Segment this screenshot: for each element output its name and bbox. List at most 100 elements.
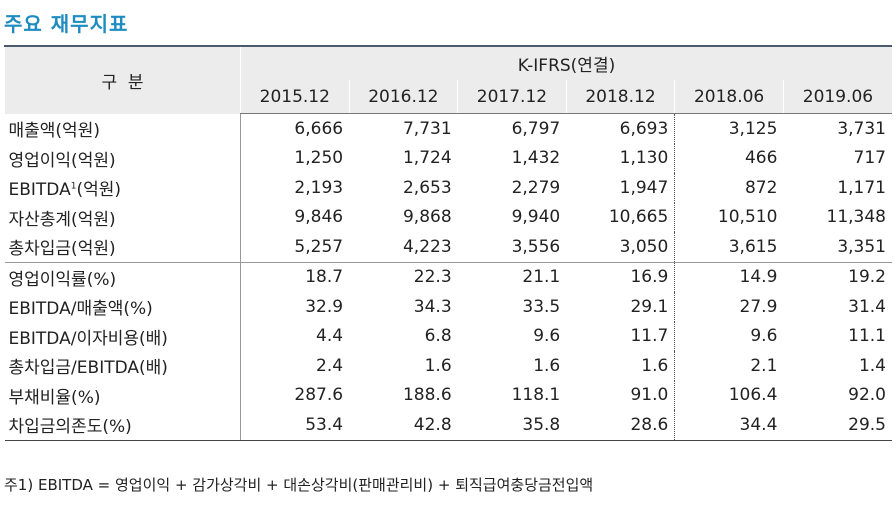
- cell-value: 9,940: [511, 207, 561, 228]
- row-label: 매출액(억원): [4, 113, 241, 144]
- financial-table: 구 분 K-IFRS(연결) 2015.12 2016.12 2017.12 2018…: [4, 45, 892, 441]
- cell-value: 6,693: [619, 118, 669, 139]
- cell-value: 19.2: [783, 261, 892, 292]
- row-label-text: 총차입금(억원): [8, 239, 116, 260]
- cell-value: 28.6: [566, 410, 675, 441]
- table-row: 매출액(억원) 6,666 7,731 6,797 6,693 3,125 3,731: [4, 113, 893, 144]
- cell-value: 10,665: [608, 207, 669, 228]
- cell-value: 2.1: [674, 351, 784, 381]
- cell-value: 16.9: [566, 261, 675, 292]
- column-header: 2019.06: [782, 80, 892, 114]
- table-row: 부채비율(%) 287.6 188.6 118.1 91.0 106.4 92.0: [4, 380, 893, 410]
- cell-value: 3,351: [837, 236, 886, 257]
- cell-value: 1,432: [511, 148, 561, 169]
- cell-value: 6,666: [294, 118, 344, 139]
- cell-value: 1,130: [619, 148, 669, 169]
- row-label-text: EBITDA: [8, 180, 71, 201]
- cell-value: 53.4: [240, 410, 350, 441]
- row-label-text: 영업이익률(%): [8, 269, 117, 290]
- table-body: 매출액(억원) 6,666 7,731 6,797 6,693 3,125 3,731 영업이…: [4, 113, 893, 441]
- cell-value: 2.4: [316, 355, 344, 376]
- cell-value: 29.5: [783, 410, 892, 441]
- cell-value: 7,731: [402, 118, 452, 139]
- column-header: 2018.12: [565, 80, 675, 114]
- row-label: 영업이익률(%): [4, 261, 241, 292]
- column-header: 2017.12: [457, 80, 567, 114]
- cell-value: 27.9: [674, 292, 784, 322]
- row-label-text: 총차입금/EBITDA(배): [8, 358, 168, 379]
- cell-value: 22.3: [349, 261, 458, 292]
- cell-value: 4,223: [402, 236, 452, 257]
- table-row: 차입금의존도(%) 53.4 42.8 35.8 28.6 34.4 29.5: [4, 410, 892, 441]
- cell-value: 31.4: [848, 296, 886, 317]
- cell-value: 92.0: [848, 385, 886, 406]
- cell-value: 3,050: [619, 236, 669, 257]
- row-label: 총차입금(억원): [4, 232, 241, 262]
- cell-value: 1,724: [402, 148, 452, 169]
- cell-value: 118.1: [511, 385, 561, 406]
- cell-value: 1.6: [641, 355, 669, 376]
- title: 주요 재무지표: [4, 12, 129, 36]
- cell-value: 466: [674, 143, 784, 173]
- row-label-text: EBITDA/매출액(%): [8, 299, 153, 320]
- cell-value: 1,171: [837, 177, 886, 198]
- table-row: 영업이익(억원) 1,250 1,724 1,432 1,130 466 717: [4, 143, 893, 173]
- cell-value: 91.0: [630, 385, 669, 406]
- cell-value: 11,348: [826, 207, 886, 228]
- cell-value: 3,556: [511, 236, 561, 257]
- row-label: 영업이익(억원): [4, 143, 241, 173]
- cell-value: 42.8: [349, 410, 458, 441]
- table-row: EBITDA/이자비용(배) 4.4 6.8 9.6 11.7 9.6 11.1: [4, 321, 893, 351]
- row-label-unit: (억원): [76, 180, 122, 201]
- row-label: 부채비율(%): [4, 380, 241, 410]
- cell-value: 5,257: [294, 236, 344, 257]
- row-label: EBITDA1(억원): [4, 173, 241, 203]
- cell-value: 2,653: [402, 177, 452, 198]
- cell-value: 6.8: [424, 326, 452, 347]
- column-header: 2016.12: [348, 80, 458, 114]
- cell-value: 11.7: [630, 326, 669, 347]
- cell-value: 3,615: [674, 232, 784, 262]
- table-row: 영업이익률(%) 18.7 22.3 21.1 16.9 14.9 19.2: [4, 261, 892, 292]
- row-label: 총차입금/EBITDA(배): [4, 351, 241, 381]
- cell-value: 35.8: [457, 410, 567, 441]
- row-label-text: 부채비율(%): [8, 387, 101, 408]
- row-label-text: 영업이익(억원): [8, 150, 116, 171]
- row-label: 자산총계(억원): [4, 202, 241, 232]
- row-label-text: 매출액(억원): [8, 121, 100, 141]
- cell-value: 1.6: [533, 355, 561, 376]
- footnote-mark: 1: [70, 181, 77, 192]
- group-header: K-IFRS(연결): [240, 45, 892, 80]
- cell-value: 4.4: [316, 326, 344, 347]
- table-row: 자산총계(억원) 9,846 9,868 9,940 10,665 10,510 11,34…: [4, 202, 893, 232]
- cell-value: 14.9: [674, 261, 784, 292]
- cell-value: 10,510: [674, 202, 784, 232]
- cell-value: 6,797: [511, 118, 561, 139]
- cell-value: 1,250: [294, 148, 344, 169]
- row-label-text: 자산총계(억원): [8, 209, 116, 230]
- cell-value: 9,846: [294, 207, 344, 228]
- table-row: 총차입금(억원) 5,257 4,223 3,556 3,050 3,615 3,351: [4, 232, 893, 262]
- cell-value: 717: [853, 148, 886, 169]
- cell-value: 2,279: [511, 177, 561, 198]
- cell-value: 188.6: [402, 385, 452, 406]
- header-row: 구 분 K-IFRS(연결): [4, 45, 892, 114]
- row-label: 차입금의존도(%): [4, 410, 241, 441]
- table-row: EBITDA1(억원) 2,193 2,653 2,279 1,947 872 1,171: [4, 173, 893, 203]
- table-row: 총차입금/EBITDA(배) 2.4 1.6 1.6 1.6 2.1 1.4: [4, 351, 893, 381]
- row-label-text: 차입금의존도(%): [8, 417, 132, 438]
- cell-value: 21.1: [457, 261, 567, 292]
- cell-value: 11.1: [848, 326, 886, 347]
- cell-value: 9.6: [674, 321, 784, 351]
- row-label: EBITDA/매출액(%): [4, 292, 241, 322]
- corner-header: 구 분: [4, 45, 241, 114]
- cell-value: 872: [674, 173, 784, 203]
- cell-value: 3,125: [674, 113, 784, 144]
- cell-value: 34.4: [674, 410, 784, 441]
- cell-value: 32.9: [305, 296, 344, 317]
- cell-value: 3,731: [837, 118, 886, 139]
- cell-value: 9,868: [402, 207, 452, 228]
- cell-value: 1.4: [858, 355, 886, 376]
- table-row: EBITDA/매출액(%) 32.9 34.3 33.5 29.1 27.9 31.4: [4, 292, 893, 322]
- cell-value: 29.1: [630, 296, 669, 317]
